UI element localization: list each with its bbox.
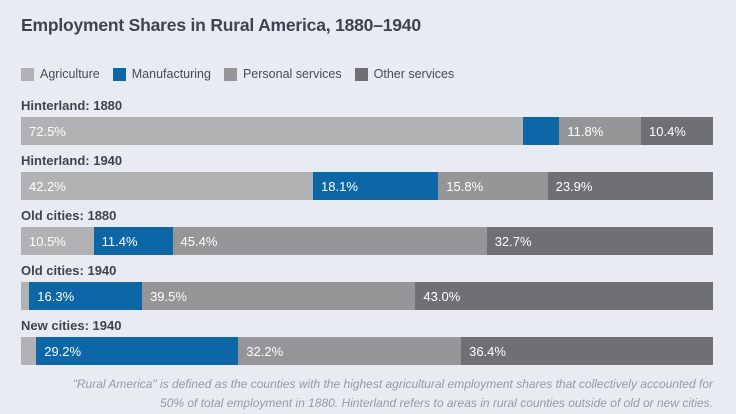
bar-segment-label: 32.2% bbox=[246, 343, 284, 359]
bar-segment bbox=[522, 117, 560, 145]
legend-item-label: Personal services bbox=[242, 67, 342, 81]
legend-item-label: Agriculture bbox=[40, 67, 100, 81]
legend-item: Personal services bbox=[223, 67, 342, 81]
bar-segment: 16.3% bbox=[29, 282, 143, 310]
legend-swatch-icon bbox=[354, 67, 368, 81]
footnote-line-2: 50% of total employment in 1880. Hinterl… bbox=[160, 395, 713, 410]
bar-row-label: Old cities: 1940 bbox=[21, 263, 117, 278]
bar-row: Old cities: 1940 16.3% 39.5% 43.0% bbox=[21, 263, 713, 310]
bar-segment-label: 18.1% bbox=[321, 178, 358, 194]
bar-row: Hinterland: 1880 72.5% 11.8% 10.4% bbox=[21, 98, 713, 145]
bar-segment: 39.5% bbox=[142, 282, 416, 310]
bar-segment: 29.2% bbox=[36, 337, 239, 365]
bar-segment: 18.1% bbox=[313, 172, 439, 200]
bar-segment: 45.4% bbox=[172, 227, 487, 255]
bar-row: Hinterland: 1940 42.2% 18.1% 15.8% 23.9% bbox=[21, 153, 713, 200]
bar-segment-label: 29.2% bbox=[44, 343, 82, 359]
legend-item-label: Manufacturing bbox=[131, 67, 211, 81]
bar-segment-label: 15.8% bbox=[446, 178, 484, 194]
bar-segment-label: 10.5% bbox=[29, 233, 66, 249]
bar-row-label: Hinterland: 1940 bbox=[21, 153, 123, 168]
bar-segment-label: 36.4% bbox=[469, 343, 506, 359]
bar-segment-label: 43.0% bbox=[423, 288, 461, 304]
bar-segment: 43.0% bbox=[415, 282, 713, 310]
bar-segment-label: 16.3% bbox=[37, 288, 75, 304]
legend-swatch-icon bbox=[21, 67, 34, 81]
bar-segment: 23.9% bbox=[547, 172, 713, 200]
footnote-line-1: "Rural America" is defined as the counti… bbox=[72, 377, 713, 391]
bar-segment-label: 42.2% bbox=[29, 178, 66, 194]
bar-segment-label: 23.9% bbox=[555, 178, 593, 194]
stacked-bar: 29.2% 32.2% 36.4% bbox=[21, 337, 713, 365]
bar-segment: 10.4% bbox=[641, 117, 713, 145]
bar-segment-label: 72.5% bbox=[29, 123, 66, 139]
bar-segment: 10.5% bbox=[21, 227, 94, 255]
bar-row: New cities: 1940 29.2% 32.2% 36.4% bbox=[21, 318, 713, 365]
bar-segment: 32.2% bbox=[238, 337, 462, 365]
bar-segment: 11.8% bbox=[559, 117, 641, 145]
bar-segment-label: 45.4% bbox=[180, 233, 218, 249]
bar-segment: 42.2% bbox=[21, 172, 314, 200]
bar-segment: 11.4% bbox=[93, 227, 173, 255]
bar-row-label: New cities: 1940 bbox=[21, 318, 122, 333]
stacked-bar: 42.2% 18.1% 15.8% 23.9% bbox=[21, 172, 713, 200]
legend-swatch-icon bbox=[112, 67, 126, 81]
stacked-bar: 16.3% 39.5% 43.0% bbox=[21, 282, 713, 310]
bar-segment: 32.7% bbox=[486, 227, 713, 255]
bar-segment: 15.8% bbox=[438, 172, 548, 200]
legend-swatch-icon bbox=[223, 67, 237, 81]
legend: Agriculture Manufacturing Personal servi… bbox=[21, 66, 713, 82]
bar-segment-label: 39.5% bbox=[150, 288, 187, 304]
bar-row-label: Old cities: 1880 bbox=[21, 208, 117, 223]
chart-rows: Hinterland: 1880 72.5% 11.8% 10.4% Hinte… bbox=[21, 98, 713, 365]
chart-title: Employment Shares in Rural America, 1880… bbox=[21, 15, 421, 35]
bar-row-label: Hinterland: 1880 bbox=[21, 98, 123, 113]
bar-segment-label: 11.8% bbox=[567, 123, 604, 139]
legend-item: Manufacturing bbox=[112, 67, 211, 81]
bar-segment bbox=[21, 337, 37, 365]
stacked-bar: 10.5% 11.4% 45.4% 32.7% bbox=[21, 227, 713, 255]
legend-item-label: Other services bbox=[373, 67, 455, 81]
legend-item: Agriculture bbox=[21, 67, 100, 81]
chart-footnote: "Rural America" is defined as the counti… bbox=[21, 375, 713, 412]
legend-item: Other services bbox=[354, 67, 455, 81]
bar-segment-label: 11.4% bbox=[101, 233, 138, 249]
bar-segment-label: 10.4% bbox=[649, 123, 686, 139]
bar-segment bbox=[21, 282, 30, 310]
stacked-bar: 72.5% 11.8% 10.4% bbox=[21, 117, 713, 145]
bar-row: Old cities: 1880 10.5% 11.4% 45.4% 32.7% bbox=[21, 208, 713, 255]
bar-segment: 36.4% bbox=[461, 337, 713, 365]
bar-segment-label: 32.7% bbox=[494, 233, 532, 249]
bar-segment: 72.5% bbox=[21, 117, 523, 145]
